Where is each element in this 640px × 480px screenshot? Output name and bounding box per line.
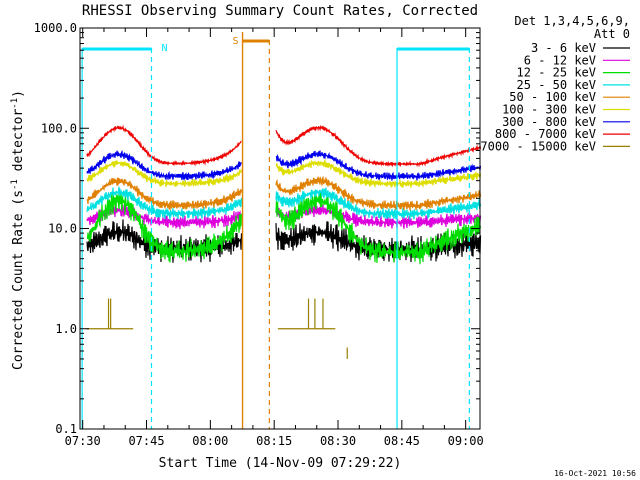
series-line xyxy=(275,190,482,265)
series-line xyxy=(86,186,243,220)
x-tick-label: 08:00 xyxy=(192,434,228,448)
x-axis-label: Start Time (14-Nov-09 07:29:22) xyxy=(159,456,402,471)
y-axis-label-sup1: -1 xyxy=(10,179,20,190)
legend-entry-label: 6 - 12 keV xyxy=(524,53,596,67)
y-tick-label: 1000.0 xyxy=(34,21,77,35)
series-line xyxy=(86,191,243,263)
saa-label: S xyxy=(233,36,239,47)
y-axis-label-part3: ) xyxy=(11,90,26,98)
data-layer xyxy=(86,124,482,359)
x-tick-label: 08:30 xyxy=(320,434,356,448)
y-axis-label-part1: Corrected Count Rate (s xyxy=(11,190,26,370)
timestamp: 16-Oct-2021 10:56 xyxy=(554,469,636,478)
series-line xyxy=(275,150,482,181)
x-tick-label: 07:45 xyxy=(128,434,164,448)
series-line xyxy=(275,175,482,211)
legend-entry-label: 800 - 7000 keV xyxy=(495,127,596,141)
legend-entry-label: 12 - 25 keV xyxy=(517,66,596,80)
y-axis: 0.1 1.0 10.0 100.0 1000.0 xyxy=(34,21,480,436)
series-line xyxy=(275,158,482,189)
legend-entry-label: 50 - 100 keV xyxy=(509,90,596,104)
x-tick-label: 08:45 xyxy=(384,434,420,448)
legend-header-attenuator: Att 0 xyxy=(594,27,630,41)
night-label: N xyxy=(161,43,167,54)
series-line xyxy=(86,149,242,182)
x-tick-label: 08:15 xyxy=(256,434,292,448)
x-tick-label: 09:00 xyxy=(448,434,484,448)
y-tick-label: 10.0 xyxy=(48,222,77,236)
series-line xyxy=(86,160,243,188)
legend-entry-label: 25 - 50 keV xyxy=(517,78,596,92)
y-axis-label-part2: detector xyxy=(11,109,26,180)
legend-entry-label: 300 - 800 keV xyxy=(502,115,596,129)
series-line xyxy=(86,177,243,211)
series-line xyxy=(275,187,482,220)
y-tick-label: 1.0 xyxy=(55,322,77,336)
chart-title: RHESSI Observing Summary Count Rates, Co… xyxy=(82,3,478,19)
y-tick-label: 0.1 xyxy=(55,422,77,436)
x-axis: 07:30 07:45 08:00 08:15 08:30 08:45 09:00 xyxy=(65,28,484,448)
series-line xyxy=(275,124,482,168)
legend-entry-label: 100 - 300 keV xyxy=(502,103,596,117)
legend-header-detectors: Det 1,3,4,5,6,9, xyxy=(514,14,630,28)
y-axis-label-sup2: -1 xyxy=(10,98,20,109)
legend-entry-label: 7000 - 15000 keV xyxy=(480,139,596,153)
series-line xyxy=(86,124,242,167)
y-axis-label: Corrected Count Rate (s-1 detector-1) xyxy=(10,90,26,370)
legend-entry-label: 3 - 6 keV xyxy=(531,41,596,55)
y-tick-label: 100.0 xyxy=(41,121,77,135)
x-tick-label: 07:30 xyxy=(65,434,101,448)
marker-layer: NS xyxy=(81,32,470,429)
